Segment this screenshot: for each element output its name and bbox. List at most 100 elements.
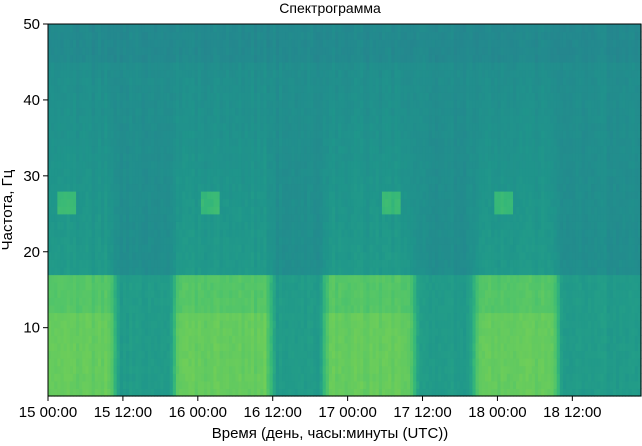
heatmap-cell [169, 388, 174, 397]
heatmap-cell [88, 206, 93, 215]
heatmap-cell [175, 373, 180, 382]
heatmap-cell [263, 282, 268, 291]
heatmap-cell [219, 175, 224, 185]
heatmap-cell [66, 297, 71, 306]
heatmap-cell [328, 228, 333, 238]
heatmap-cell [260, 69, 264, 78]
heatmap-cell [107, 99, 112, 109]
heatmap-cell [94, 380, 99, 390]
heatmap-cell [300, 46, 305, 55]
heatmap-cell [238, 221, 243, 230]
heatmap-cell [57, 160, 62, 169]
heatmap-cell [101, 160, 105, 169]
heatmap-cell [85, 304, 90, 314]
heatmap-cell [141, 297, 146, 306]
heatmap-cell [76, 274, 80, 283]
heatmap-cell [272, 312, 277, 321]
heatmap-cell [104, 54, 108, 63]
heatmap-cell [172, 206, 177, 215]
heatmap-cell [91, 365, 96, 374]
heatmap-cell [119, 228, 124, 238]
heatmap-cell [266, 107, 271, 116]
heatmap-cell [253, 228, 258, 238]
heatmap-cell [91, 373, 96, 382]
heatmap-cell [241, 183, 246, 192]
heatmap-cell [135, 274, 140, 283]
heatmap-cell [182, 84, 186, 93]
heatmap-cell [79, 183, 83, 192]
heatmap-cell [219, 358, 224, 367]
heatmap-cell [275, 191, 280, 200]
heatmap-cell [51, 297, 55, 306]
heatmap-cell [110, 107, 115, 116]
heatmap-cell [79, 130, 83, 139]
heatmap-cell [141, 380, 146, 390]
heatmap-cell [319, 259, 324, 268]
heatmap-cell [172, 160, 177, 169]
heatmap-cell [191, 160, 196, 169]
heatmap-cell [257, 206, 261, 215]
heatmap-cell [229, 373, 233, 382]
heatmap-cell [253, 92, 258, 101]
heatmap-cell [172, 274, 177, 283]
heatmap-cell [204, 92, 208, 101]
heatmap-cell [207, 350, 211, 359]
heatmap-cell [307, 115, 311, 124]
heatmap-cell [116, 137, 121, 147]
heatmap-cell [216, 228, 221, 238]
heatmap-cell [204, 365, 208, 374]
heatmap-cell [169, 221, 174, 230]
heatmap-cell [66, 236, 71, 245]
heatmap-cell [204, 327, 208, 336]
heatmap-cell [235, 160, 239, 169]
heatmap-cell [116, 92, 121, 101]
heatmap-cell [150, 46, 155, 55]
heatmap-cell [185, 122, 190, 131]
heatmap-cell [325, 99, 330, 109]
heatmap-cell [94, 153, 99, 162]
heatmap-cell [101, 145, 105, 154]
heatmap-cell [235, 388, 239, 397]
heatmap-cell [122, 213, 127, 222]
heatmap-cell [210, 84, 215, 93]
heatmap-cell [313, 69, 318, 78]
heatmap-cell [332, 46, 336, 55]
heatmap-cell [225, 175, 230, 185]
heatmap-cell [60, 77, 65, 86]
heatmap-cell [297, 122, 302, 131]
heatmap-cell [260, 236, 264, 245]
heatmap-cell [300, 221, 305, 230]
heatmap-cell [210, 160, 215, 169]
heatmap-cell [303, 198, 308, 207]
heatmap-cell [72, 99, 77, 109]
heatmap-cell [126, 251, 130, 260]
heatmap-cell [91, 54, 96, 63]
heatmap-cell [63, 282, 68, 291]
heatmap-cell [344, 350, 349, 359]
heatmap-cell [328, 130, 333, 139]
heatmap-cell [175, 130, 180, 139]
heatmap-cell [147, 259, 152, 268]
heatmap-cell [163, 191, 168, 200]
heatmap-cell [353, 198, 358, 207]
heatmap-cell [313, 221, 318, 230]
heatmap-cell [188, 115, 193, 124]
heatmap-cell [76, 373, 80, 382]
heatmap-cell [222, 191, 227, 200]
heatmap-cell [297, 365, 302, 374]
heatmap-cell [363, 297, 367, 306]
heatmap-cell [122, 54, 127, 63]
heatmap-cell [129, 266, 133, 276]
heatmap-cell [104, 266, 108, 276]
heatmap-cell [250, 24, 255, 33]
heatmap-cell [341, 251, 346, 260]
heatmap-cell [182, 213, 186, 222]
heatmap-cell [263, 289, 268, 298]
heatmap-cell [60, 31, 65, 40]
heatmap-cell [79, 335, 83, 344]
heatmap-cell [94, 221, 99, 230]
heatmap-cell [344, 358, 349, 367]
heatmap-cell [347, 266, 352, 276]
heatmap-cell [185, 137, 190, 147]
heatmap-cell [116, 282, 121, 291]
